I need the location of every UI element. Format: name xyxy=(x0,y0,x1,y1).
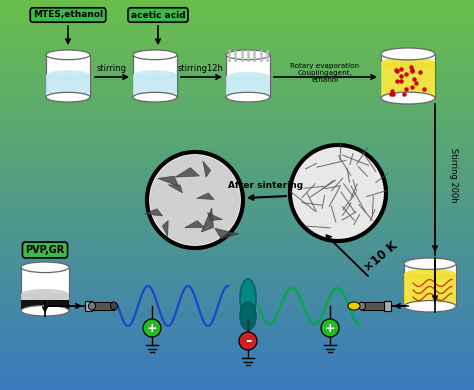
Ellipse shape xyxy=(226,72,270,82)
Ellipse shape xyxy=(404,301,456,312)
Ellipse shape xyxy=(21,305,69,316)
Ellipse shape xyxy=(21,262,69,273)
Polygon shape xyxy=(162,221,168,236)
Ellipse shape xyxy=(133,70,177,80)
Text: acetic acid: acetic acid xyxy=(131,11,185,20)
Polygon shape xyxy=(175,168,200,177)
Polygon shape xyxy=(21,294,69,311)
Polygon shape xyxy=(46,55,90,97)
Text: After sintering: After sintering xyxy=(228,181,303,190)
Text: stirring12h: stirring12h xyxy=(178,64,224,73)
Polygon shape xyxy=(185,221,204,228)
Polygon shape xyxy=(168,185,182,193)
Polygon shape xyxy=(21,300,69,311)
Ellipse shape xyxy=(133,92,177,102)
Polygon shape xyxy=(203,161,211,177)
Ellipse shape xyxy=(240,302,256,330)
Circle shape xyxy=(290,145,386,241)
Text: PVP,GR: PVP,GR xyxy=(26,245,64,255)
Text: -: - xyxy=(245,333,251,349)
Ellipse shape xyxy=(381,57,435,69)
Ellipse shape xyxy=(133,92,177,102)
Text: ×10 K: ×10 K xyxy=(362,239,401,275)
Text: Rotary evaporation: Rotary evaporation xyxy=(291,63,359,69)
Ellipse shape xyxy=(381,92,435,104)
Ellipse shape xyxy=(404,258,456,269)
Ellipse shape xyxy=(110,302,118,310)
Bar xyxy=(384,301,391,311)
Circle shape xyxy=(143,319,161,337)
Polygon shape xyxy=(208,213,222,220)
Text: Couplingagent,: Couplingagent, xyxy=(298,70,353,76)
Ellipse shape xyxy=(240,279,256,317)
Bar xyxy=(92,302,114,310)
Text: +: + xyxy=(146,321,157,335)
Ellipse shape xyxy=(21,305,69,316)
Polygon shape xyxy=(381,63,435,98)
Polygon shape xyxy=(226,55,270,97)
Text: ethanol: ethanol xyxy=(311,77,338,83)
Polygon shape xyxy=(201,208,213,232)
Bar xyxy=(85,301,92,311)
Polygon shape xyxy=(215,228,238,239)
Polygon shape xyxy=(21,267,69,311)
Ellipse shape xyxy=(404,269,456,280)
Polygon shape xyxy=(197,193,214,200)
Bar xyxy=(362,302,384,310)
Polygon shape xyxy=(404,264,456,306)
Ellipse shape xyxy=(381,48,435,60)
Polygon shape xyxy=(46,75,90,97)
Circle shape xyxy=(150,155,240,245)
Ellipse shape xyxy=(46,92,90,102)
Circle shape xyxy=(239,332,257,350)
Text: Stirring 200h: Stirring 200h xyxy=(449,148,458,202)
Polygon shape xyxy=(145,209,163,216)
Ellipse shape xyxy=(46,50,90,60)
Ellipse shape xyxy=(226,92,270,102)
Ellipse shape xyxy=(89,302,95,310)
Polygon shape xyxy=(381,54,435,98)
Polygon shape xyxy=(226,77,270,97)
Ellipse shape xyxy=(226,50,270,60)
Ellipse shape xyxy=(133,50,177,60)
Polygon shape xyxy=(133,55,177,97)
Text: stirring: stirring xyxy=(97,64,127,73)
Ellipse shape xyxy=(46,92,90,102)
Polygon shape xyxy=(158,176,178,186)
Circle shape xyxy=(293,148,383,238)
Polygon shape xyxy=(133,75,177,97)
Text: MTES,ethanol: MTES,ethanol xyxy=(33,11,103,20)
Circle shape xyxy=(147,152,243,248)
Polygon shape xyxy=(404,274,456,306)
Ellipse shape xyxy=(21,289,69,300)
Ellipse shape xyxy=(358,302,365,310)
Ellipse shape xyxy=(21,305,69,316)
Circle shape xyxy=(321,319,339,337)
Ellipse shape xyxy=(348,302,360,310)
Ellipse shape xyxy=(404,301,456,312)
Ellipse shape xyxy=(226,92,270,102)
Ellipse shape xyxy=(381,92,435,104)
Ellipse shape xyxy=(46,70,90,80)
Text: +: + xyxy=(325,321,335,335)
